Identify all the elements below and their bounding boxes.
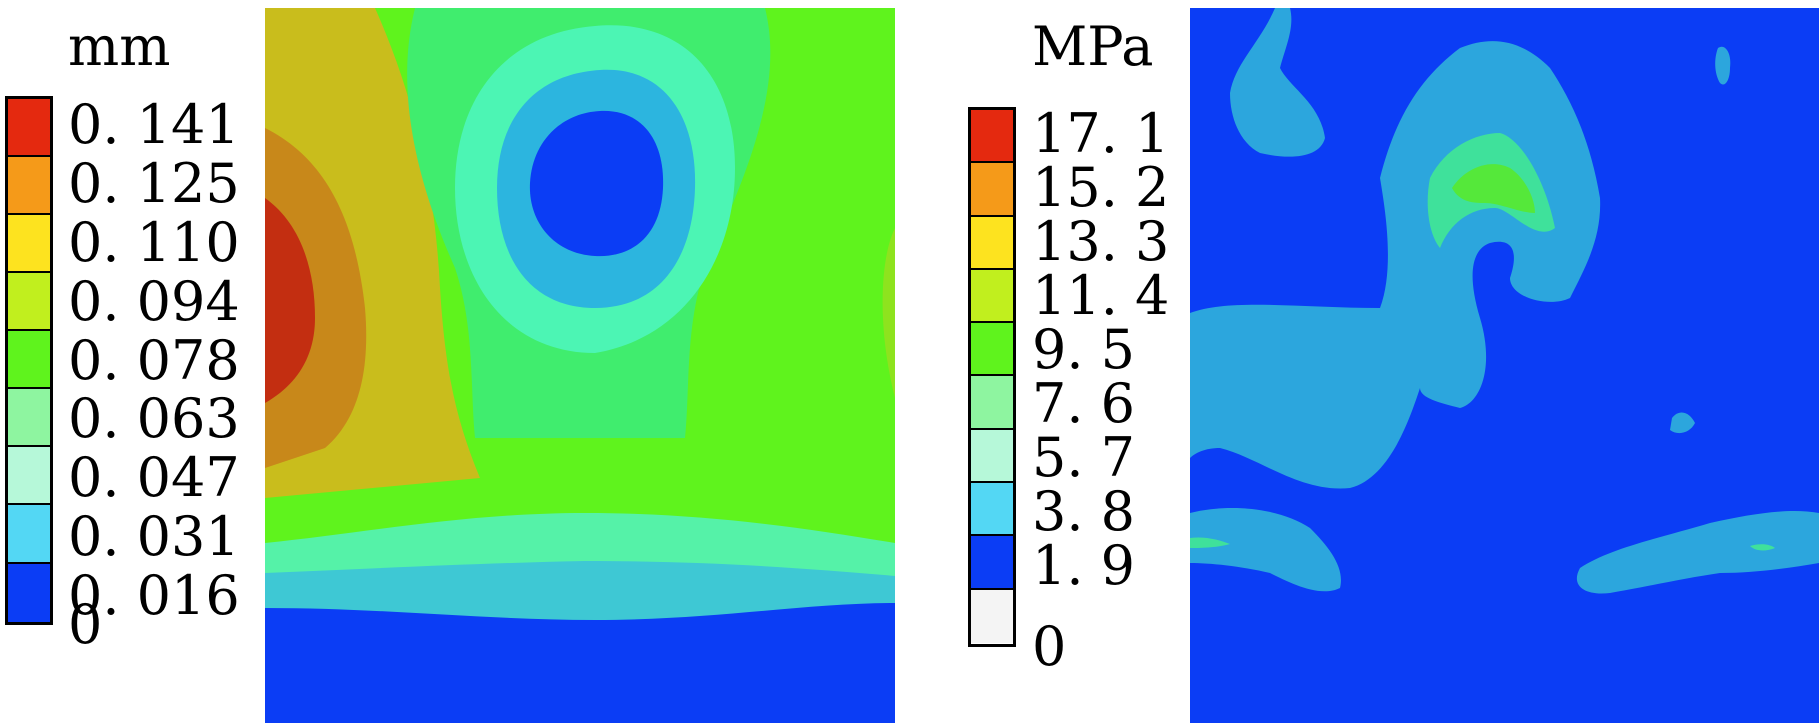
legend-tick-label: 7. 6 [1032,372,1136,435]
legend-swatch [8,331,50,390]
stress-hotspot-inner [1452,164,1535,213]
legend-tick-label: 0. 078 [68,328,240,392]
stress-region-bottom-right-core [1750,544,1775,551]
legend-tick-label: 0. 031 [68,504,240,568]
legend-swatch [8,563,50,622]
stress-region-bottom-left [1190,508,1341,592]
legend-swatch [971,269,1013,324]
contour-hole-blue [529,110,664,257]
displacement-contour-plot [265,8,895,723]
legend-swatch [971,376,1013,430]
legend-tick-label: 5. 7 [1032,426,1136,489]
legend-tick-label: 3. 8 [1032,480,1136,543]
legend-tick-label: 0. 047 [68,446,240,510]
stress-region-bottom-left-core [1190,537,1230,548]
legend-swatch [971,589,1013,643]
legend-tick-label: 17. 1 [1032,102,1170,165]
left-unit-label: mm [68,15,171,78]
legend-swatch [971,216,1013,270]
right-color-legend [968,107,1016,647]
stress-contour-plot [1190,8,1819,723]
legend-swatch [971,483,1013,537]
stress-region-top-right [1715,46,1731,85]
legend-tick-label: 0. 094 [68,269,240,333]
legend-swatch [971,110,1013,164]
stress-region-spot [1670,412,1695,434]
legend-tick-label: 0 [1032,615,1067,678]
stress-region-bottom-right [1576,511,1819,594]
legend-swatch [8,273,50,332]
legend-tick-label: 0. 063 [68,387,240,451]
legend-swatch [8,447,50,506]
right-unit-label: MPa [1032,15,1154,78]
contour-band-red [265,198,315,403]
legend-tick-label: 0. 125 [68,152,240,216]
legend-swatch [971,163,1013,217]
legend-swatch [8,215,50,274]
stress-region-upper-left [1230,8,1325,157]
legend-tick-label: 9. 5 [1032,318,1136,381]
left-color-legend [5,96,53,625]
legend-tick-label: 13. 3 [1032,210,1170,273]
legend-tick-label: 0. 016 [68,563,240,627]
contour-band-deep-blue [265,603,895,723]
legend-swatch [971,536,1013,590]
legend-tick-label: 11. 4 [1032,264,1170,327]
legend-swatch [971,323,1013,377]
legend-swatch [8,505,50,564]
contour-band-green-right [882,228,895,398]
legend-swatch [8,389,50,448]
legend-tick-label: 0. 110 [68,210,240,274]
legend-swatch [8,157,50,216]
legend-tick-label: 15. 2 [1032,156,1170,219]
legend-tick-label: 0 [68,593,103,656]
legend-swatch [971,429,1013,484]
legend-tick-label: 1. 9 [1032,534,1136,597]
legend-tick-label: 0. 141 [68,93,240,157]
legend-swatch [8,99,50,158]
